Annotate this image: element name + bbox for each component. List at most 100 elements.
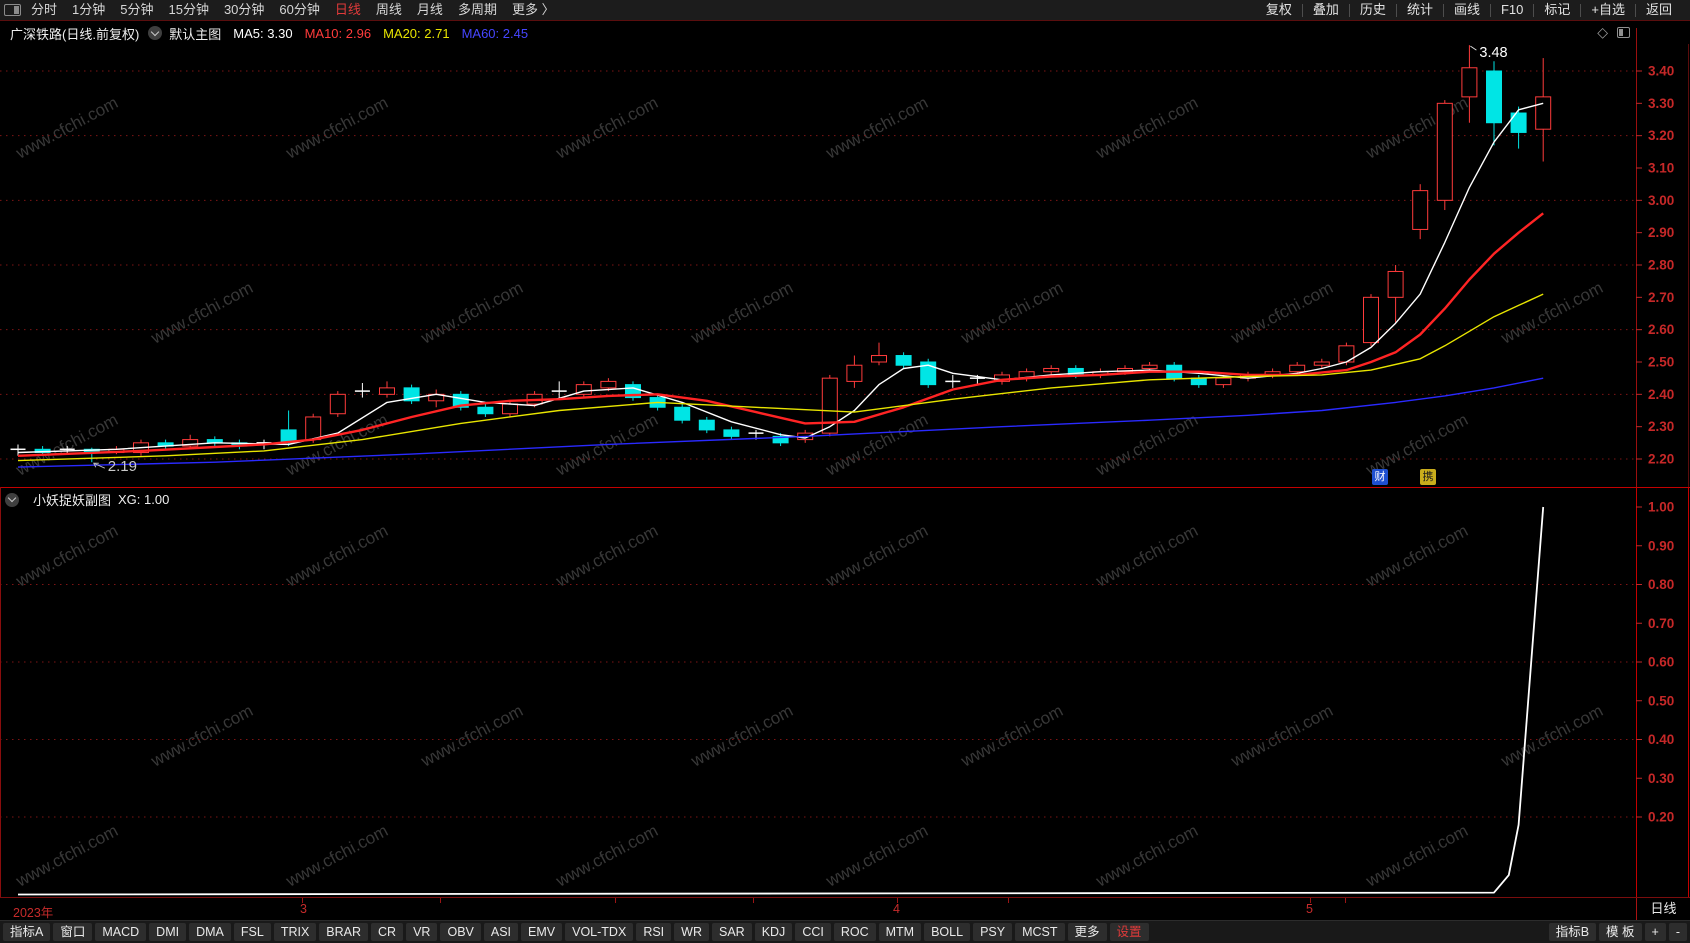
period-tab-4[interactable]: 30分钟 bbox=[223, 2, 265, 17]
watermark-text: www.cfchi.com bbox=[957, 701, 1066, 771]
panel-toggle-icon[interactable] bbox=[4, 4, 21, 16]
toolbar-right-button-1[interactable]: 模 板 bbox=[1599, 923, 1642, 941]
axis-label: 3.20 bbox=[1648, 128, 1674, 143]
period-tab-3[interactable]: 15分钟 bbox=[168, 2, 209, 17]
axis-label: 2.70 bbox=[1648, 290, 1674, 305]
action-menu-item-4[interactable]: 画线 bbox=[1453, 2, 1480, 17]
action-menu-item-5[interactable]: F10 bbox=[1500, 2, 1524, 17]
indicator-button-2[interactable]: MACD bbox=[95, 923, 147, 941]
indicator-button-9[interactable]: VR bbox=[406, 923, 438, 941]
indicator-button-19[interactable]: ROC bbox=[833, 923, 876, 941]
watermark-text: www.cfchi.com bbox=[552, 821, 661, 891]
indicator-button-23[interactable]: MCST bbox=[1015, 923, 1065, 941]
indicator-button-21[interactable]: BOLL bbox=[924, 923, 971, 941]
candle-body bbox=[1289, 364, 1306, 373]
axis-label: 3.30 bbox=[1648, 96, 1674, 111]
action-menu-item-0[interactable]: 复权 bbox=[1265, 2, 1292, 17]
indicator-button-5[interactable]: FSL bbox=[233, 923, 271, 941]
period-tab-8[interactable]: 月线 bbox=[416, 2, 443, 17]
indicator-button-17[interactable]: KDJ bbox=[754, 923, 793, 941]
indicator-button-3[interactable]: DMI bbox=[149, 923, 187, 941]
diamond-icon[interactable]: ◇ bbox=[1597, 24, 1608, 40]
toolbar-right-button-0[interactable]: 指标B bbox=[1548, 923, 1597, 941]
action-menu-item-6[interactable]: 标记 bbox=[1544, 2, 1571, 17]
indicator-button-0[interactable]: 指标A bbox=[3, 923, 51, 941]
date-tick bbox=[1310, 898, 1311, 903]
period-tab-1[interactable]: 1分钟 bbox=[72, 2, 106, 17]
indicator-button-25[interactable]: 设置 bbox=[1109, 923, 1149, 941]
candle-body bbox=[1510, 112, 1527, 133]
toolbar-right-button-3[interactable]: - bbox=[1668, 923, 1687, 941]
axis-label: 2.20 bbox=[1648, 451, 1674, 466]
candle-body bbox=[329, 393, 346, 415]
indicator-button-24[interactable]: 更多 bbox=[1067, 923, 1107, 941]
period-tab-6[interactable]: 日线 bbox=[334, 2, 361, 17]
stock-title: 广深铁路(日线.前复权) bbox=[10, 26, 140, 42]
main-candlestick-chart[interactable]: www.cfchi.com www.cfchi.com www.cfchi.com w… bbox=[0, 44, 1690, 487]
indicator-button-7[interactable]: BRAR bbox=[319, 923, 369, 941]
candle-body bbox=[821, 377, 838, 434]
action-menu-item-8[interactable]: 返回 bbox=[1645, 2, 1672, 17]
indicator-button-1[interactable]: 窗口 bbox=[53, 923, 93, 941]
finance-badge[interactable]: 财 bbox=[1372, 469, 1388, 485]
action-menu-item-7[interactable]: +自选 bbox=[1591, 2, 1625, 17]
portal-badge[interactable]: 携 bbox=[1420, 469, 1436, 485]
chevron-circle-icon[interactable] bbox=[5, 492, 19, 507]
watermark-text: www.cfchi.com bbox=[822, 521, 931, 591]
indicator-button-22[interactable]: PSY bbox=[973, 923, 1013, 941]
action-menu-item-2[interactable]: 历史 bbox=[1359, 2, 1386, 17]
high-annotation-label: 3.48 bbox=[1479, 45, 1507, 61]
candle-body bbox=[1313, 361, 1330, 366]
indicator-button-4[interactable]: DMA bbox=[189, 923, 231, 941]
watermark-text: www.cfchi.com bbox=[282, 521, 391, 591]
period-tab-9[interactable]: 多周期 bbox=[457, 2, 497, 17]
indicator-button-18[interactable]: CCI bbox=[795, 923, 831, 941]
candle-body bbox=[871, 355, 887, 363]
indicator-button-8[interactable]: CR bbox=[371, 923, 404, 941]
watermark-text: www.cfchi.com bbox=[1227, 278, 1336, 348]
axis-line-segment bbox=[1636, 28, 1637, 44]
axis-label: 0.50 bbox=[1648, 693, 1674, 708]
chevron-down-icon bbox=[151, 27, 160, 36]
candle-body bbox=[1215, 377, 1232, 386]
axis-label: 0.20 bbox=[1648, 810, 1674, 825]
watermark-text: www.cfchi.com bbox=[417, 278, 526, 348]
candle-body bbox=[1535, 96, 1552, 130]
indicator-button-12[interactable]: EMV bbox=[521, 923, 563, 941]
ma-line-ma5 bbox=[17, 102, 1544, 454]
ma-legend: MA5: 3.30 MA10: 2.96 MA20: 2.71 MA60: 2.45 bbox=[233, 26, 528, 41]
date-label-3: 5 bbox=[1306, 902, 1313, 916]
axis-label: 2.30 bbox=[1648, 419, 1674, 434]
toolbar-right-button-2[interactable]: + bbox=[1644, 923, 1666, 941]
candle-body bbox=[920, 361, 937, 386]
candle-body bbox=[772, 435, 789, 444]
watermark-text: www.cfchi.com bbox=[1227, 701, 1336, 771]
period-tab-5[interactable]: 60分钟 bbox=[279, 2, 320, 17]
sub-indicator-chart[interactable]: www.cfchi.com www.cfchi.com www.cfchi.com w… bbox=[0, 487, 1690, 897]
indicator-button-20[interactable]: MTM bbox=[878, 923, 922, 941]
indicator-button-10[interactable]: OBV bbox=[440, 923, 481, 941]
watermark-text: www.cfchi.com bbox=[1497, 278, 1606, 348]
action-menu-item-1[interactable]: 叠加 bbox=[1312, 2, 1339, 17]
chevron-circle-icon[interactable] bbox=[148, 26, 163, 40]
period-tab-10[interactable]: 更多 〉 bbox=[511, 2, 555, 17]
date-tick bbox=[1345, 898, 1346, 903]
period-tab-7[interactable]: 周线 bbox=[375, 2, 402, 17]
axis-label: 2.80 bbox=[1648, 257, 1674, 272]
ma-label-3: MA60: 2.45 bbox=[461, 25, 529, 41]
menu-divider bbox=[1580, 3, 1582, 17]
period-tab-2[interactable]: 5分钟 bbox=[120, 2, 154, 17]
indicator-button-13[interactable]: VOL-TDX bbox=[565, 923, 634, 941]
candle-body bbox=[1043, 367, 1060, 373]
ma-line-ma20 bbox=[17, 293, 1544, 462]
date-label-2: 4 bbox=[893, 902, 900, 916]
layout-label[interactable]: 默认主图 bbox=[169, 26, 222, 42]
period-tab-0[interactable]: 分时 bbox=[31, 2, 58, 17]
indicator-button-11[interactable]: ASI bbox=[483, 923, 519, 941]
split-window-icon[interactable] bbox=[1617, 26, 1630, 38]
indicator-button-15[interactable]: WR bbox=[674, 923, 709, 941]
indicator-button-6[interactable]: TRIX bbox=[273, 923, 317, 941]
indicator-button-16[interactable]: SAR bbox=[711, 923, 752, 941]
action-menu-item-3[interactable]: 统计 bbox=[1406, 2, 1433, 17]
indicator-button-14[interactable]: RSI bbox=[636, 923, 672, 941]
